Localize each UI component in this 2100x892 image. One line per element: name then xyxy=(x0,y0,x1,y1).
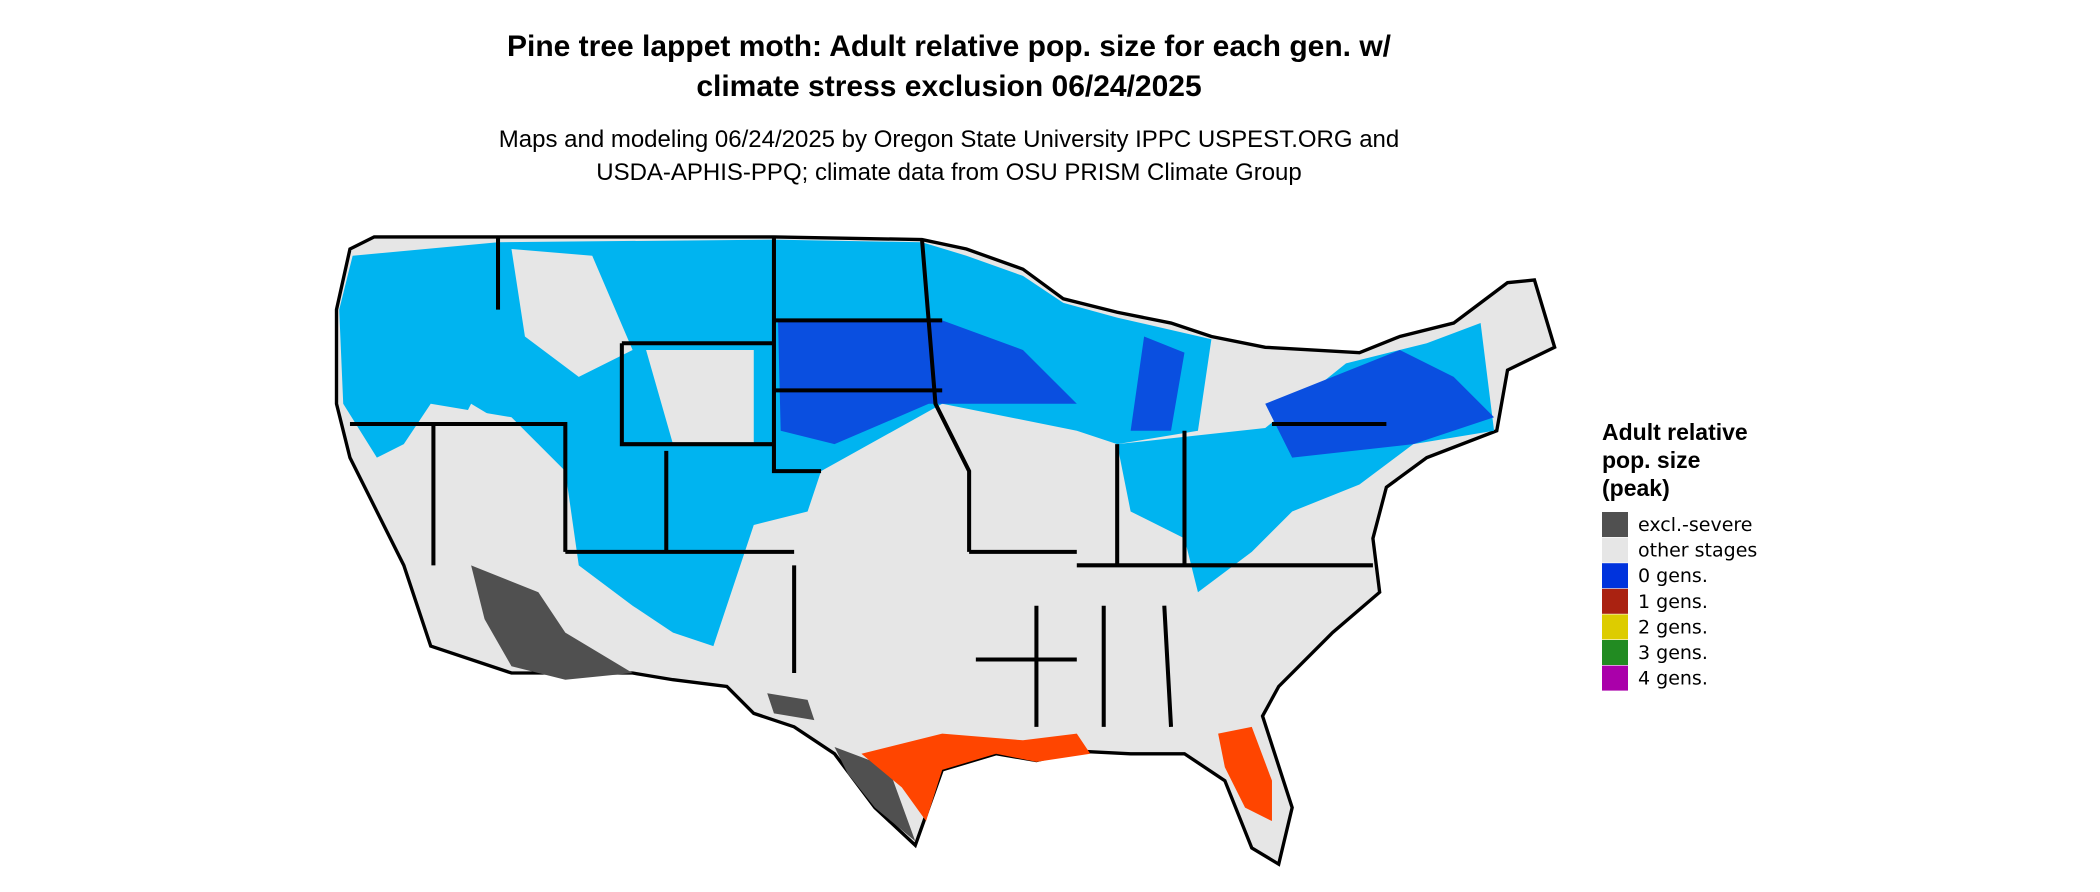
legend-label: excl.-severe xyxy=(1638,514,1753,536)
legend-label: 4 gens. xyxy=(1638,668,1708,690)
severe-exclusion-area xyxy=(471,565,916,842)
legend: excl.-severe other stages 0 gens. 1 gens. 2 … xyxy=(1602,512,1757,691)
legend-swatch xyxy=(1602,640,1628,665)
legend-label: 2 gens. xyxy=(1638,616,1708,638)
legend-label: other stages xyxy=(1638,540,1757,562)
legend-swatch xyxy=(1602,665,1628,691)
legend-title-line: Adult relative xyxy=(1602,419,1748,445)
map xyxy=(334,235,1557,867)
legend-title-line: (peak) xyxy=(1602,475,1670,501)
gray-gap xyxy=(417,249,754,593)
title-line: climate stress exclusion 06/24/2025 xyxy=(696,70,1201,103)
legend-label: 1 gens. xyxy=(1638,591,1708,613)
legend-swatch xyxy=(1602,588,1628,614)
legend-swatch xyxy=(1602,537,1628,563)
legend-swatch xyxy=(1602,512,1628,537)
subtitle-line: USDA-APHIS-PPQ; climate data from OSU PR… xyxy=(596,159,1302,186)
legend-label: 0 gens. xyxy=(1638,565,1708,587)
one-gen-area xyxy=(861,726,1272,822)
state-borders xyxy=(349,236,1387,727)
legend-title-line: pop. size xyxy=(1602,447,1700,473)
legend-swatch xyxy=(1602,563,1628,589)
legend-label: 3 gens. xyxy=(1638,642,1708,664)
legend-swatch xyxy=(1602,614,1628,640)
subtitle-line: Maps and modeling 06/24/2025 by Oregon S… xyxy=(499,126,1399,153)
title-line: Pine tree lappet moth: Adult relative po… xyxy=(507,30,1392,63)
